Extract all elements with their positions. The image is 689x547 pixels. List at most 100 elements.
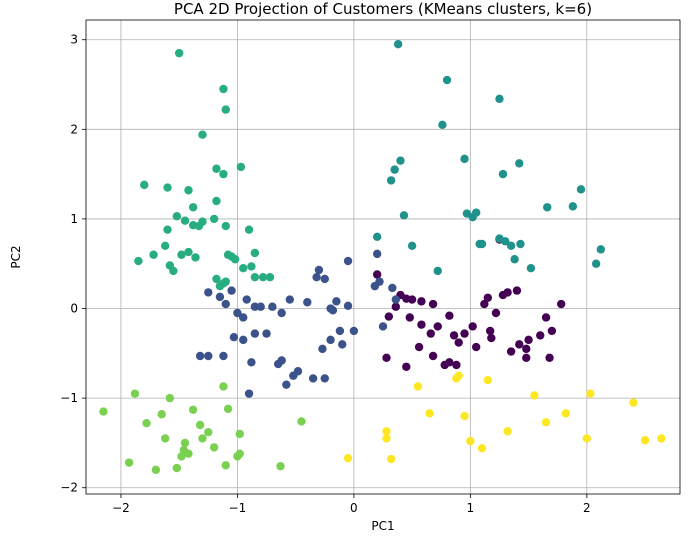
data-point	[557, 299, 566, 309]
data-point	[328, 306, 338, 315]
data-point	[191, 253, 200, 262]
data-point	[515, 340, 524, 349]
data-point	[273, 359, 283, 369]
data-point	[386, 454, 396, 464]
data-point	[596, 245, 605, 254]
data-point	[239, 313, 248, 322]
data-point	[244, 225, 254, 234]
data-point	[396, 156, 405, 165]
data-point	[545, 353, 554, 363]
data-point	[297, 417, 306, 426]
data-point	[233, 308, 242, 318]
data-point	[485, 326, 495, 336]
data-point	[219, 382, 228, 391]
chart-title: PCA 2D Projection of Customers (KMeans c…	[174, 0, 592, 18]
data-point	[522, 353, 531, 363]
y-axis-label: PC2	[9, 245, 23, 268]
data-point	[184, 247, 193, 257]
data-point	[503, 427, 512, 436]
data-point	[209, 443, 219, 452]
data-point	[388, 283, 397, 293]
data-point	[477, 239, 487, 249]
data-point	[239, 264, 248, 273]
data-point	[235, 429, 244, 439]
data-point	[536, 331, 545, 340]
data-point	[142, 419, 151, 428]
data-point	[221, 461, 230, 470]
data-point	[405, 313, 414, 322]
data-point	[433, 266, 442, 276]
data-point	[188, 203, 198, 212]
data-point	[512, 286, 522, 295]
data-point	[277, 308, 286, 318]
data-point	[382, 427, 391, 436]
data-point	[425, 409, 434, 418]
data-point	[483, 293, 493, 302]
data-point	[568, 202, 578, 211]
data-point	[169, 266, 178, 276]
data-point	[134, 256, 143, 266]
data-point	[426, 329, 435, 338]
data-point	[413, 382, 423, 391]
x-tick-label: 1	[467, 501, 475, 515]
data-point	[235, 449, 244, 458]
data-point	[212, 164, 221, 173]
data-point	[510, 255, 519, 264]
data-point	[212, 274, 221, 284]
data-point	[194, 221, 204, 231]
data-point	[343, 453, 353, 463]
data-point	[393, 39, 403, 49]
data-point	[382, 434, 391, 443]
data-point	[338, 340, 347, 349]
data-point	[130, 389, 140, 398]
data-point	[471, 208, 481, 217]
data-point	[503, 288, 512, 297]
data-point	[522, 344, 531, 354]
y-tick-label: −2	[60, 481, 78, 495]
data-point	[219, 84, 228, 94]
data-point	[282, 380, 291, 389]
data-point	[449, 331, 459, 340]
data-point	[382, 353, 391, 363]
data-point	[250, 302, 260, 311]
data-point	[204, 351, 213, 361]
data-point	[161, 434, 170, 443]
data-point	[378, 322, 388, 331]
data-point	[483, 376, 493, 385]
data-point	[591, 259, 601, 268]
data-point	[477, 444, 487, 453]
data-point	[417, 320, 426, 329]
data-point	[495, 94, 504, 104]
data-point	[250, 248, 260, 258]
data-point	[372, 270, 382, 279]
data-point	[262, 329, 271, 338]
data-point	[460, 329, 469, 338]
data-point	[335, 326, 345, 336]
data-point	[515, 159, 524, 168]
y-tick-label: 3	[70, 33, 78, 47]
data-point	[506, 241, 516, 250]
data-point	[445, 358, 454, 367]
data-point	[480, 299, 489, 309]
data-point	[320, 274, 329, 284]
x-tick-label: −1	[229, 501, 247, 515]
data-point	[561, 409, 571, 418]
data-point	[629, 398, 638, 407]
data-point	[151, 465, 161, 475]
data-point	[172, 463, 182, 473]
x-tick-label: 2	[583, 501, 591, 515]
data-point	[332, 297, 341, 306]
data-points	[99, 39, 666, 475]
data-point	[230, 255, 240, 264]
data-point	[349, 326, 359, 336]
data-point	[516, 239, 525, 249]
data-point	[314, 265, 324, 275]
data-point	[343, 256, 353, 266]
data-point	[308, 374, 318, 383]
data-point	[657, 434, 666, 443]
data-point	[407, 295, 417, 304]
data-point	[219, 279, 228, 288]
data-point	[471, 342, 481, 352]
data-point	[318, 344, 327, 354]
